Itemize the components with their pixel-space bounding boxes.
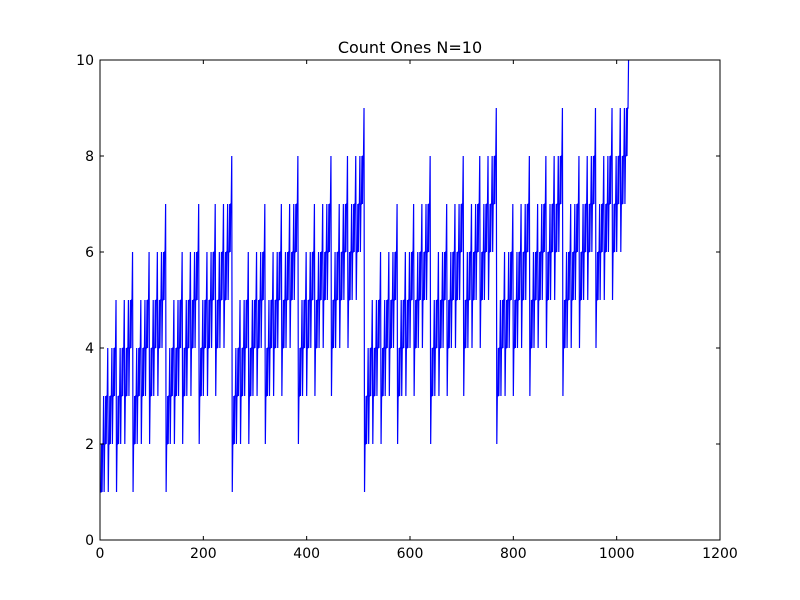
y-tick-label: 4: [85, 341, 94, 357]
ticks: 0 200 400 600 800 1000 1200 0 2 4 6 8 10: [76, 53, 738, 562]
x-tick-label: 600: [397, 546, 424, 562]
x-tick-label: 0: [96, 546, 105, 562]
series-line-0: [100, 59, 630, 493]
plot-area: [100, 59, 630, 493]
x-tick-label: 1200: [702, 546, 738, 562]
x-tick-label: 1000: [599, 546, 635, 562]
y-tick-label: 0: [85, 533, 94, 549]
x-tick-label: 800: [500, 546, 527, 562]
y-tick-label: 10: [76, 53, 94, 69]
x-tick-label: 200: [190, 546, 217, 562]
y-tick-label: 2: [85, 437, 94, 453]
y-tick-label: 6: [85, 245, 94, 261]
chart-title: Count Ones N=10: [338, 38, 482, 57]
y-tick-label: 8: [85, 149, 94, 165]
x-tick-label: 400: [293, 546, 320, 562]
axes-frame: [99, 59, 721, 541]
